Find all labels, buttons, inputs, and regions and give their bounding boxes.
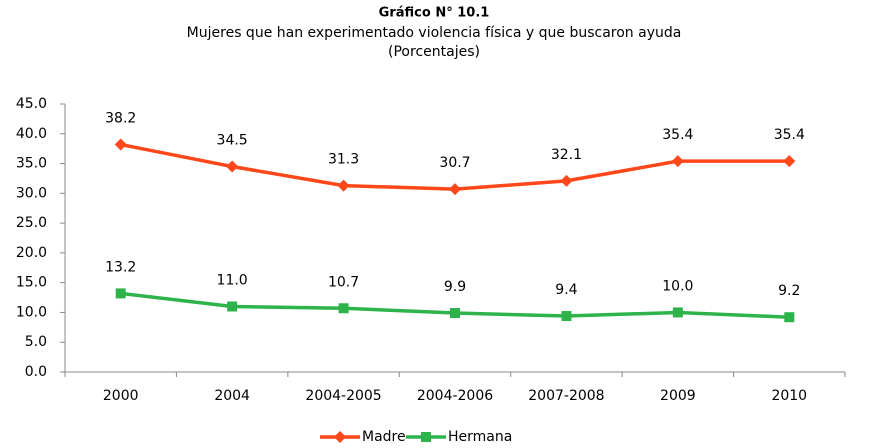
data-point bbox=[449, 183, 461, 196]
chart-subtitle: (Porcentajes) bbox=[388, 44, 480, 60]
data-label: 9.4 bbox=[555, 282, 577, 298]
x-tick-label: 2004 bbox=[214, 388, 250, 404]
chart-subtitle: Mujeres que han experimentado violencia … bbox=[187, 25, 682, 41]
data-label: 31.3 bbox=[328, 152, 359, 168]
data-point bbox=[115, 288, 126, 299]
data-point bbox=[671, 155, 684, 168]
data-point bbox=[560, 174, 573, 187]
data-label: 11.0 bbox=[217, 272, 248, 288]
data-label: 30.7 bbox=[439, 155, 470, 171]
x-tick-label: 2004-2005 bbox=[305, 388, 381, 404]
data-label: 35.4 bbox=[662, 127, 693, 143]
data-point bbox=[783, 155, 796, 168]
legend-marker bbox=[334, 431, 346, 443]
y-tick-label: 45.0 bbox=[16, 96, 47, 112]
data-point bbox=[672, 307, 683, 318]
data-label: 10.0 bbox=[662, 278, 693, 294]
y-tick-label: 5.0 bbox=[25, 334, 47, 350]
data-label: 13.2 bbox=[105, 259, 136, 275]
data-point bbox=[450, 308, 460, 319]
legend-label: Hermana bbox=[448, 429, 512, 445]
x-tick-label: 2000 bbox=[103, 388, 139, 404]
data-label: 35.4 bbox=[774, 127, 805, 143]
y-tick-label: 15.0 bbox=[16, 275, 47, 291]
x-tick-label: 2004-2006 bbox=[417, 388, 493, 404]
x-tick-label: 2010 bbox=[771, 388, 807, 404]
x-tick-label: 2007-2008 bbox=[528, 388, 604, 404]
y-tick-label: 10.0 bbox=[16, 304, 47, 320]
data-point bbox=[337, 179, 350, 192]
data-label: 38.2 bbox=[105, 110, 136, 126]
legend-label: Madre bbox=[362, 429, 406, 445]
y-tick-label: 0.0 bbox=[25, 364, 47, 380]
y-tick-label: 20.0 bbox=[16, 245, 47, 261]
y-tick-label: 30.0 bbox=[16, 185, 47, 201]
legend-marker bbox=[421, 432, 431, 442]
data-point bbox=[561, 311, 572, 322]
y-tick-label: 35.0 bbox=[16, 156, 47, 172]
data-label: 9.9 bbox=[444, 279, 466, 295]
chart-title: Gráfico N° 10.1 bbox=[379, 6, 490, 21]
y-tick-label: 25.0 bbox=[16, 215, 47, 231]
data-point bbox=[338, 303, 349, 314]
data-point bbox=[784, 312, 795, 323]
data-point bbox=[114, 138, 127, 151]
data-label: 9.2 bbox=[778, 283, 800, 299]
y-tick-label: 40.0 bbox=[16, 126, 47, 142]
data-point bbox=[226, 160, 239, 173]
data-label: 10.7 bbox=[328, 274, 359, 290]
data-label: 32.1 bbox=[551, 147, 582, 163]
data-point bbox=[227, 301, 238, 312]
x-tick-label: 2009 bbox=[660, 388, 696, 404]
data-label: 34.5 bbox=[217, 133, 248, 149]
